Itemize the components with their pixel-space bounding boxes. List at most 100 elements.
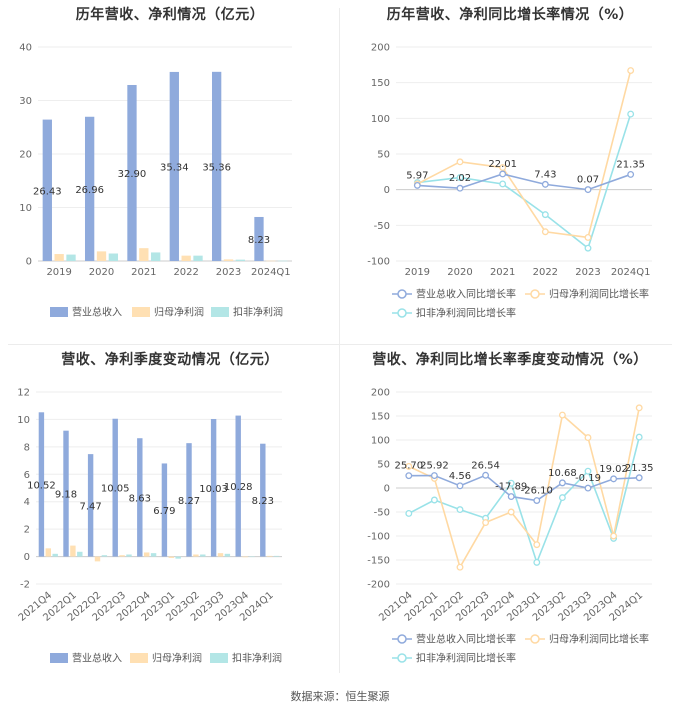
data-label: 9.18 (55, 490, 77, 501)
bar (211, 71, 222, 261)
legend-label: 扣非净利润同比增长率 (416, 307, 516, 320)
annual-line-chart: -100 -50 0 50 100 150 200 2019 2020 2021 2022 2023 2… (367, 43, 652, 320)
legend-marker (397, 289, 407, 299)
bar (150, 553, 157, 557)
legend-swatch (50, 307, 68, 317)
data-label: 26.43 (33, 186, 62, 197)
quarter-bar-panel: 营收、净利季度变动情况（亿元） -2 0 2 4 6 8 10 12 2021Q4 2022Q1 2… (0, 345, 340, 680)
data-label: 8.27 (178, 496, 200, 507)
bar (38, 412, 45, 557)
data-point (499, 170, 507, 178)
data-point (627, 67, 635, 74)
y-tick-label: 2 (24, 525, 30, 536)
series-line (416, 70, 632, 239)
data-point (541, 228, 549, 236)
bar (70, 545, 76, 557)
bar (66, 254, 76, 261)
y-tick-label: -100 (367, 532, 390, 543)
data-label: 21.35 (616, 159, 645, 170)
bar (161, 463, 168, 557)
legend-label: 营业总收入同比增长率 (416, 633, 516, 646)
data-point (430, 496, 438, 504)
bar (137, 438, 143, 557)
y-tick-label: 50 (377, 460, 390, 471)
data-point (456, 158, 464, 166)
bar (119, 555, 125, 557)
data-label: 26.96 (75, 185, 104, 196)
data-label: -26.10 (521, 486, 553, 497)
bar (169, 71, 179, 261)
y-tick-label: 100 (371, 436, 390, 447)
bar (193, 554, 199, 557)
x-tick-label: 2020 (447, 267, 472, 278)
series-line (408, 436, 640, 565)
y-tick-label: 30 (19, 96, 32, 107)
y-tick-label: 0 (384, 484, 390, 495)
data-point (482, 519, 490, 527)
x-tick-label: 2024Q1 (611, 267, 651, 278)
y-tick-label: 0 (26, 257, 32, 268)
y-tick-label: 10 (17, 415, 30, 426)
bar (77, 551, 83, 557)
data-label: 25.92 (420, 461, 449, 472)
x-tick-label: 2023 (575, 267, 600, 278)
bar (273, 555, 280, 557)
data-point (405, 509, 413, 517)
legend-label: 归母净利润同比增长率 (549, 288, 649, 301)
data-label: 10.05 (101, 484, 130, 495)
bar (84, 116, 95, 261)
x-tick-label: 2022 (173, 267, 198, 278)
legend-marker (530, 289, 540, 299)
data-point (558, 411, 566, 419)
bar (181, 255, 191, 261)
bar (45, 548, 52, 557)
quarter-line-chart: -200-150-100-500501001502002021Q42022Q12… (367, 388, 653, 665)
bar (139, 248, 149, 261)
legend-label: 归母净利润同比增长率 (549, 633, 649, 646)
x-tick-label: 2021 (490, 267, 515, 278)
bar (94, 556, 101, 562)
x-tick-label: 2019 (46, 267, 71, 278)
x-tick-label: 2019 (405, 267, 430, 278)
data-label: 22.01 (488, 159, 517, 170)
bar (235, 415, 241, 557)
bar (193, 255, 203, 261)
annual-line-panel: 历年营收、净利同比增长率情况（%） -100 -50 0 50 100 150 200 201… (340, 0, 680, 345)
data-label: 10.28 (224, 482, 253, 493)
bar (210, 419, 217, 557)
horizontal-divider (8, 344, 672, 345)
data-point (627, 170, 635, 178)
x-tick-label: 2022 (533, 267, 558, 278)
data-label: 7.43 (534, 169, 556, 180)
legend-swatch (211, 307, 229, 317)
data-label: -17.89 (495, 482, 527, 493)
bar (108, 253, 119, 261)
data-label: 2.02 (449, 173, 471, 184)
data-point (507, 479, 515, 487)
legend-label: 归母净利润 (152, 652, 202, 665)
legend-label: 营业总收入 (72, 652, 122, 665)
data-point (635, 404, 643, 412)
data-point (533, 558, 541, 566)
y-tick-label: 12 (17, 388, 30, 399)
legend-swatch (210, 653, 228, 663)
y-tick-label: 50 (377, 150, 390, 161)
data-point (610, 532, 618, 540)
data-point (456, 506, 464, 514)
legend-marker (530, 634, 540, 644)
data-label: 4.56 (449, 471, 471, 482)
data-point (584, 244, 592, 252)
bar (200, 554, 206, 557)
data-source: 数据来源：恒生聚源 (290, 690, 390, 703)
y-tick-label: -150 (367, 556, 390, 567)
data-label: 0.07 (577, 175, 599, 186)
bar (143, 552, 150, 557)
data-label: 35.34 (160, 162, 189, 173)
data-label: 8.23 (252, 496, 274, 507)
legend-marker (397, 653, 407, 663)
data-point (430, 472, 438, 480)
bar (235, 259, 246, 261)
y-tick-label: 150 (371, 78, 390, 89)
legend-label: 扣非净利润 (233, 306, 283, 319)
y-tick-label: 200 (371, 388, 390, 399)
